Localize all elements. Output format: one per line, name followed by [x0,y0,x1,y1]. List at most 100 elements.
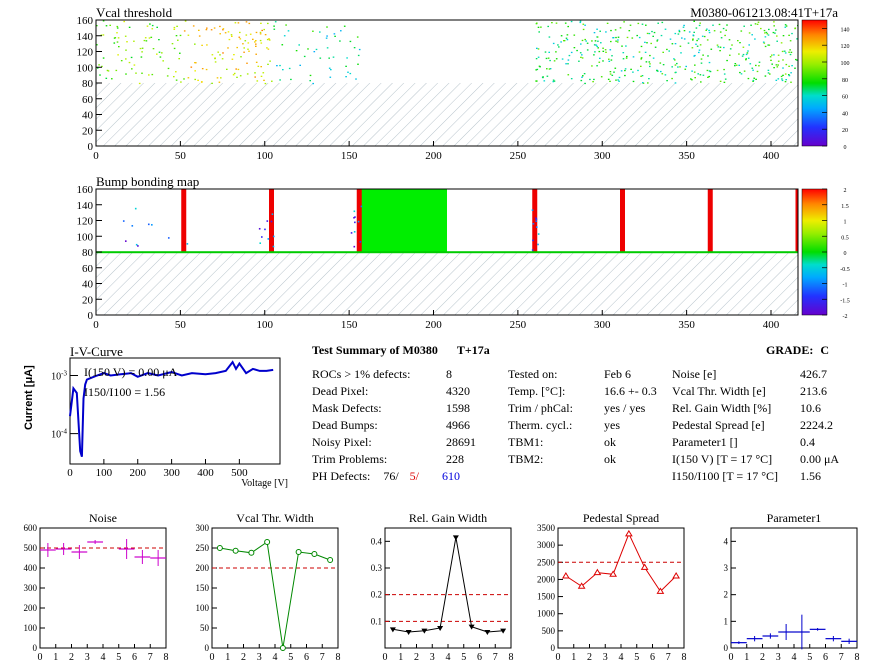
gain-width-x-tick-label: 5 [461,652,466,663]
vcal-pixel [606,22,609,24]
vcal-pixel [702,54,704,56]
vcal-pixel [745,53,748,56]
vcal-pixel [782,74,784,76]
vcal-pixel [683,24,685,27]
vcal-color-scale [801,19,828,147]
bump-defect-pixel [353,245,356,248]
pedestal-spread-point [624,529,633,537]
vcal-pixel [564,22,567,24]
parameter1-x-tick-label: 5 [807,652,812,663]
vcal-pixel [679,45,682,47]
vcal-pixel [583,73,586,75]
vcal-pixel [645,61,648,63]
vcal-pixel [782,59,784,61]
vcal-pixel [128,26,131,28]
vcal-pixel [615,36,617,39]
vcal-pixel [197,79,199,81]
performance-label: Parameter1 [] [672,435,738,449]
vcal-pixel [618,76,621,79]
vcal-pixel [256,80,259,82]
vcal-pixel [173,76,175,78]
vcal-pixel [552,81,555,83]
vcal-pixel [657,70,659,72]
vcal-pixel [640,75,642,77]
bump-edge-column [795,189,798,252]
ph-value-1: 76/ [383,469,399,483]
vcal-pixel [677,33,680,35]
iv-xlabel: Voltage [V] [241,478,288,489]
vcal-pixel [707,76,709,78]
vcal-pixel [173,47,176,50]
vcal-pixel [617,36,620,38]
vcal-pixel [175,35,178,37]
condition-label: TBM1: [508,435,544,449]
vcal-pixel [266,38,269,41]
pedestal-spread-x-tick-label: 6 [650,652,655,663]
vcal-pixel [790,72,792,74]
vcal-pixel [231,58,234,60]
vcal-pixel [615,40,617,42]
vcal-pixel [763,42,766,44]
bump-defect-pixel [258,227,261,230]
vcal-pixel [654,46,657,48]
vcal-pixel [347,71,349,73]
vcal-pixel [328,67,331,69]
vcal-pixel [567,25,569,28]
vcal-pixel [649,63,651,65]
vcal-pixel [734,65,736,67]
vcal-pixel [118,46,120,48]
vcal-pixel [765,31,768,34]
iv-x-tick-label: 500 [231,467,248,479]
vcal-pixel [144,37,147,39]
vcal-pixel [552,79,555,81]
vcal-pixel [159,56,162,58]
vcal-pixel [125,49,127,51]
performance-label: Noise [e] [672,367,717,381]
x-tick-label: 200 [425,319,442,331]
pedestal-spread-y-tick-label: 1500 [537,592,556,602]
vcal-pixel [535,58,538,60]
vcal-pixel [662,51,664,53]
vcal-pixel [538,31,540,33]
pedestal-spread-x-tick-label: 3 [603,652,608,663]
vcal-pixel-points [96,20,798,85]
pedestal-spread-x-tick-label: 2 [587,652,592,663]
vcal-pixel [102,20,105,22]
z-tick-label: -0.5 [840,267,850,273]
vcal-pixel [346,57,348,59]
x-tick-label: 300 [594,319,611,331]
iv-y-tick-label: 10-4 [51,428,67,441]
z-tick-label: -2 [843,314,848,320]
vcal-pixel [194,78,196,81]
bump-edge-column [181,189,187,252]
z-tick-label: 1.5 [841,204,849,210]
ph-defects-row: PH Defects: 76/ 5/ 610 [312,469,482,484]
vcal-pixel [678,31,681,33]
vcal-width-point [264,539,271,545]
vcal-pixel [547,25,549,28]
iv-x-tick-label: 100 [96,467,113,479]
vcal-pixel [772,31,775,34]
vcal-pixel [141,72,143,74]
parameter1-x-tick-label: 2 [760,652,765,663]
vcal-pixel [789,40,792,42]
vcal-pixel [96,67,99,69]
vcal-pixel [785,79,787,81]
bump-defect-pixel [124,240,127,242]
vcal-pixel [649,54,651,57]
gain-width-x-tick-label: 8 [509,652,514,663]
vcal-pixel [598,50,601,53]
vcal-width-point [311,551,318,557]
vcal-pixel [549,59,551,62]
vcal-pixel [596,45,598,48]
bump-defect-pixel [267,238,270,240]
y-tick-label: 100 [77,62,94,74]
defect-row: Noisy Pixel: 28691 [312,435,476,452]
vcal-pixel [750,24,752,26]
vcal-pixel [232,74,235,76]
vcal-width-x-tick-label: 1 [225,652,230,663]
z-tick-label: -1.5 [840,298,850,304]
gain-width-x-tick-label: 2 [414,652,419,663]
vcal-pixel [720,37,723,39]
vcal-pixel [283,35,286,37]
